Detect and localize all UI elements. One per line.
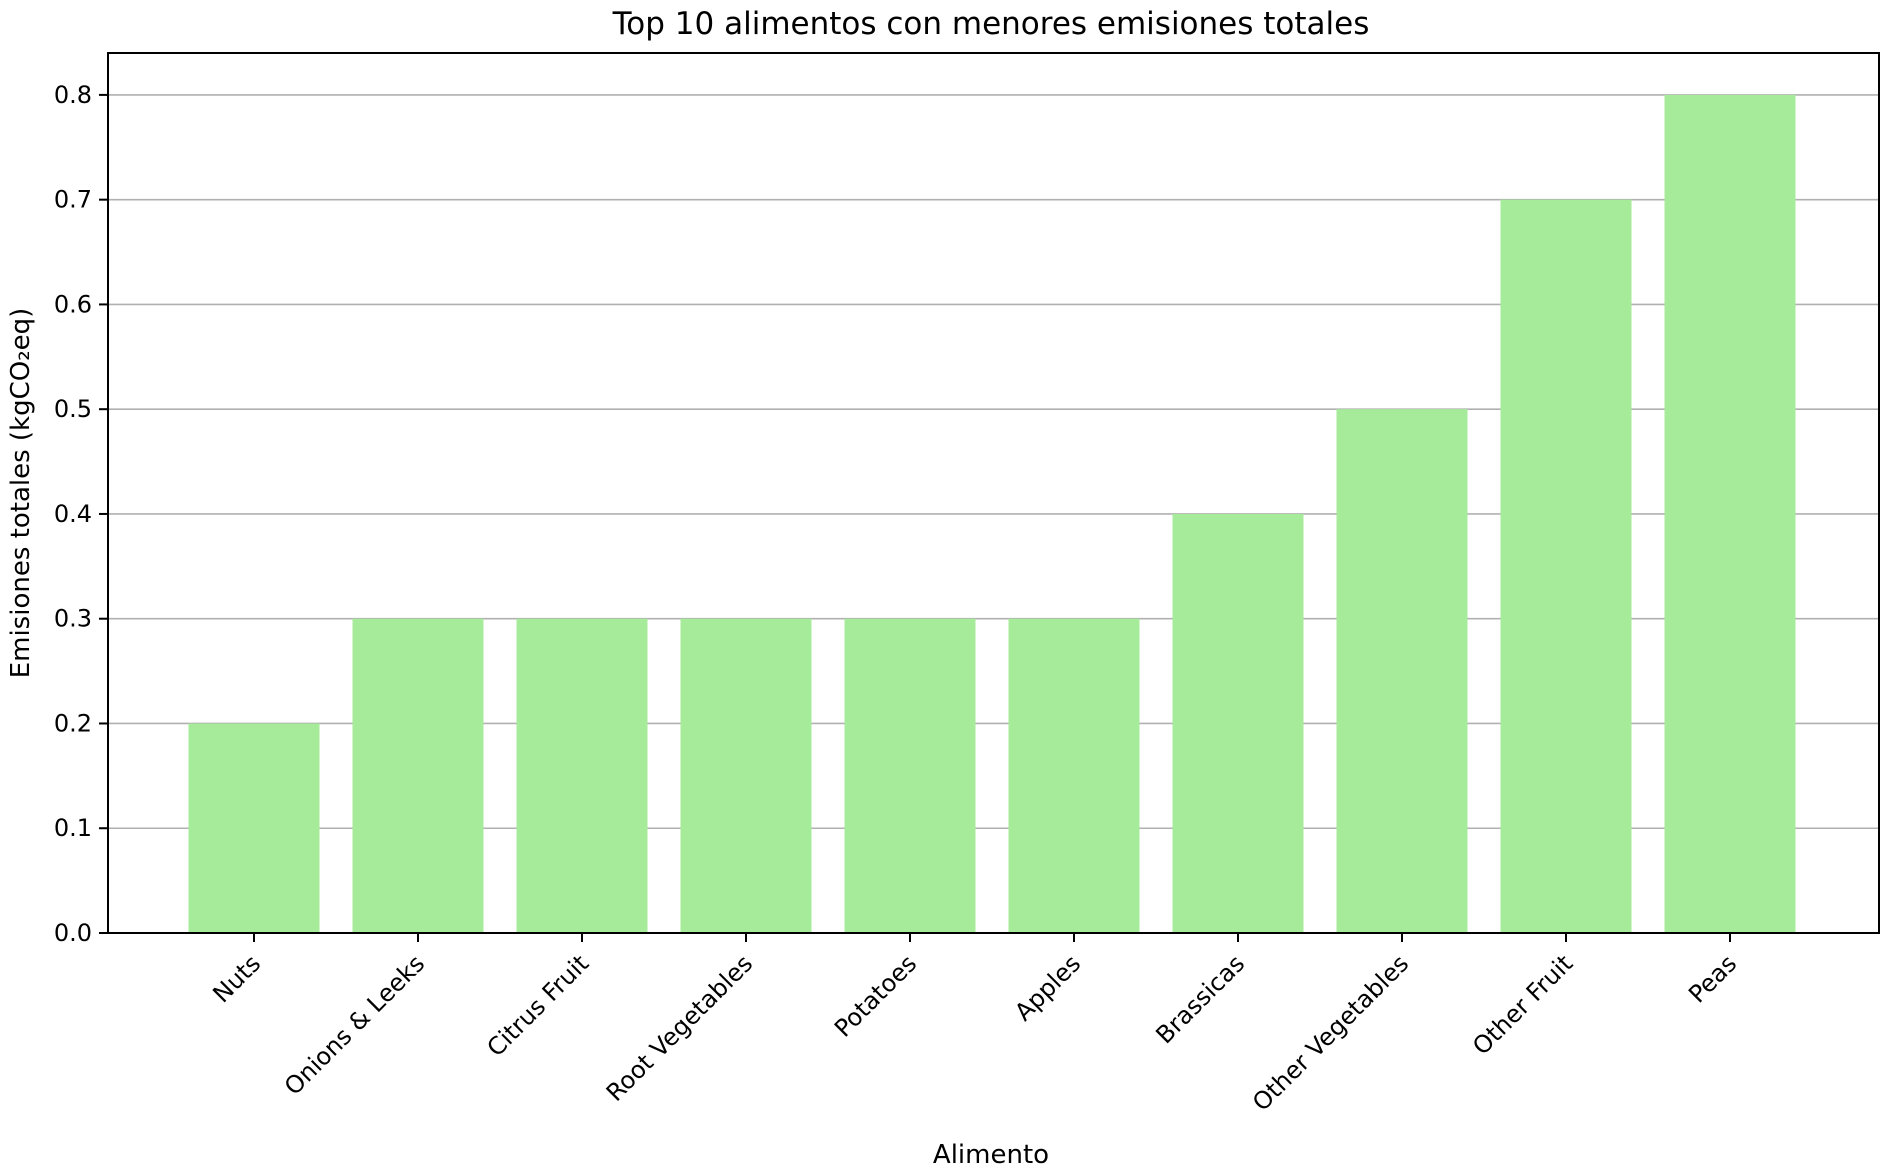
bars xyxy=(188,94,1796,933)
y-tick-label: 0.3 xyxy=(54,605,92,633)
bar xyxy=(1500,199,1632,933)
y-tick-label: 0.1 xyxy=(54,814,92,842)
x-tick-label: Other Vegetables xyxy=(1247,949,1414,1116)
bar xyxy=(516,618,648,933)
bar xyxy=(1336,409,1468,933)
bar xyxy=(844,618,976,933)
bar xyxy=(188,723,320,933)
bar xyxy=(680,618,812,933)
chart-title: Top 10 alimentos con menores emisiones t… xyxy=(612,6,1370,42)
x-tick-label: Other Fruit xyxy=(1467,949,1578,1060)
y-tick-label: 0.5 xyxy=(54,395,92,423)
bar xyxy=(1172,513,1304,933)
bar xyxy=(1664,94,1796,933)
y-tick-label: 0.8 xyxy=(54,81,92,109)
y-axis-ticks: 0.0 0.1 0.2 0.3 0.4 0.5 0.6 0.7 0.8 xyxy=(54,81,108,947)
x-tick-label: Citrus Fruit xyxy=(482,949,595,1062)
x-axis-ticks: Nuts Onions & Leeks Citrus Fruit Root Veget… xyxy=(207,933,1742,1117)
plot-frame xyxy=(107,52,1880,934)
x-tick-label: Onions & Leeks xyxy=(279,949,430,1100)
y-tick-label: 0.7 xyxy=(54,186,92,214)
y-tick-label: 0.2 xyxy=(54,709,92,737)
x-tick-label: Peas xyxy=(1683,949,1742,1008)
y-axis-label: Emisiones totales (kgCO₂eq) xyxy=(6,308,36,679)
x-tick-label: Brassicas xyxy=(1150,949,1250,1049)
bar xyxy=(352,618,484,933)
x-tick-label: Potatoes xyxy=(829,949,922,1042)
y-tick-label: 0.6 xyxy=(54,290,92,318)
x-tick-label: Root Vegetables xyxy=(601,949,758,1106)
x-tick-label: Nuts xyxy=(207,949,266,1008)
bar xyxy=(1008,618,1140,933)
y-tick-label: 0.0 xyxy=(54,919,92,947)
x-axis-label: Alimento xyxy=(933,1140,1049,1170)
y-tick-label: 0.4 xyxy=(54,500,92,528)
x-tick-label: Apples xyxy=(1009,949,1086,1026)
